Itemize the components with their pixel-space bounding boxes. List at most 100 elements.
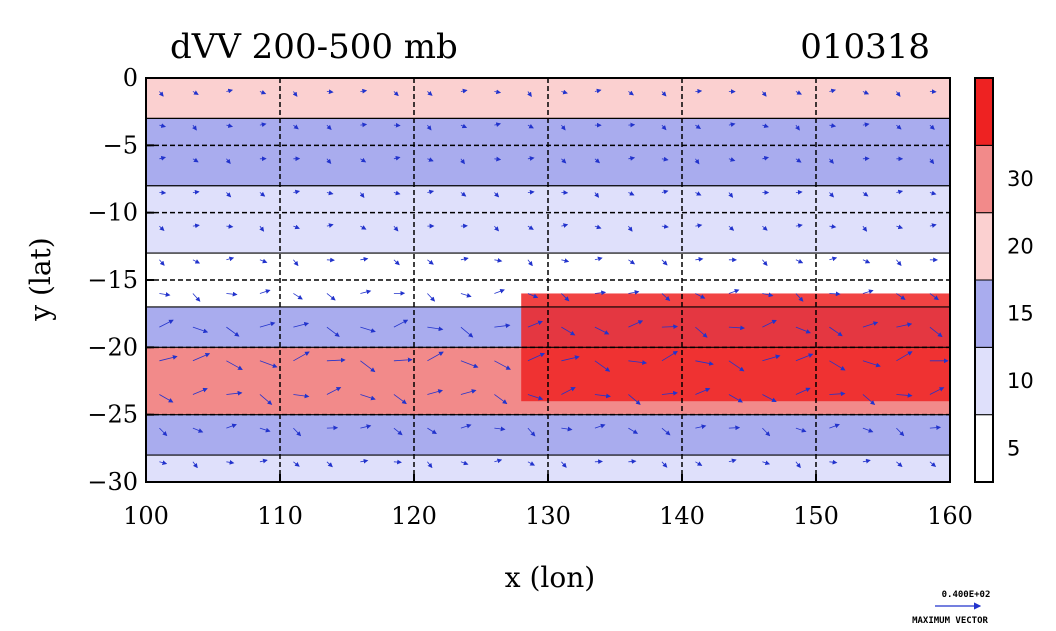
wind-vector-286: [929, 425, 942, 431]
wind-vector-285: [929, 387, 945, 395]
wind-vector-260: [862, 360, 881, 368]
wind-vector-251: [829, 459, 838, 465]
wind-vector-118: [460, 423, 472, 429]
x-tick-label-3: 130: [525, 502, 571, 530]
wind-vector-32: [226, 360, 243, 370]
colorbar: 5 10 15 20 30: [974, 77, 1034, 483]
wind-vector-86: [393, 155, 401, 161]
wind-vector-26: [225, 158, 231, 165]
wind-vector-13: [192, 124, 197, 131]
wind-vector-47: [259, 458, 268, 464]
wind-vector-166: [594, 423, 606, 429]
wind-vector-211: [728, 325, 746, 331]
wind-vector-227: [762, 460, 771, 466]
wind-vector-119: [460, 460, 469, 466]
colorbar-segment-1: [974, 346, 994, 416]
wind-vector-4: [159, 225, 165, 231]
wind-vector-201: [695, 387, 711, 395]
wind-vector-2: [159, 155, 167, 161]
wind-vector-49: [293, 124, 299, 130]
wind-vector-277: [929, 124, 935, 130]
wind-vector-161: [594, 256, 603, 262]
wind-vector-107: [427, 461, 433, 469]
wind-vector-78: [360, 289, 372, 295]
wind-vector-156: [594, 88, 602, 94]
wind-vector-126: [494, 288, 505, 294]
x-tick-label-0: 100: [123, 502, 169, 530]
wind-vector-103: [427, 326, 444, 332]
wind-vector-194: [694, 158, 700, 165]
wind-vector-241: [829, 123, 837, 128]
wind-vector-273: [896, 392, 913, 398]
wind-vector-230: [795, 157, 802, 163]
wind-vector-115: [460, 326, 474, 338]
wind-vector-183: [661, 189, 669, 195]
wind-vector-250: [829, 423, 840, 429]
wind-vector-140: [527, 352, 546, 362]
wind-vector-39: [259, 191, 266, 197]
wind-vector-62: [326, 158, 332, 165]
plot-area: 100 110 120 130 140 150 160 0 −5 −10 −15 −20 −25 −30: [87, 64, 973, 530]
wind-vector-268: [896, 224, 904, 230]
wind-vector-180: [661, 91, 667, 97]
wind-vector-279: [929, 190, 937, 196]
wind-vector-172: [627, 225, 633, 232]
wind-vector-141: [527, 394, 544, 401]
wind-vector-255: [862, 191, 869, 197]
wind-vector-63: [326, 190, 334, 196]
wind-vector-5: [159, 259, 165, 266]
wind-vector-186: [661, 293, 671, 302]
wind-vector-132: [527, 91, 532, 97]
wind-vector-145: [560, 124, 566, 131]
wind-vector-67: [326, 326, 340, 337]
wind-vector-237: [795, 387, 811, 395]
wind-vector-54: [293, 293, 303, 300]
wind-vector-176: [628, 360, 648, 365]
wind-vector-287: [929, 461, 937, 467]
wind-vector-244: [829, 224, 837, 229]
wind-vector-34: [226, 423, 237, 429]
wind-vector-249: [829, 391, 846, 397]
wind-vector-263: [862, 458, 871, 464]
wind-vector-262: [862, 427, 874, 433]
wind-vector-99: [427, 189, 435, 195]
wind-vector-42: [259, 289, 271, 294]
wind-vector-20: [192, 352, 211, 362]
wind-vector-83: [360, 458, 369, 464]
wind-vector-53: [293, 259, 299, 267]
wind-vector-35: [226, 459, 235, 465]
wind-vector-275: [896, 461, 903, 468]
wind-vector-142: [527, 427, 536, 437]
wind-vector-264: [895, 91, 901, 97]
wind-vector-191: [661, 461, 668, 468]
wind-vector-153: [561, 387, 576, 395]
wind-vector-136: [527, 225, 534, 230]
wind-vector-71: [326, 461, 333, 468]
wind-vector-111: [460, 191, 467, 197]
wind-vector-274: [896, 427, 905, 437]
wind-vector-84: [393, 91, 399, 97]
wind-vector-128: [494, 360, 511, 370]
wind-vector-113: [460, 256, 469, 262]
y-axis-label: y (lat): [24, 237, 57, 321]
wind-vector-137: [527, 259, 533, 267]
wind-vector-30: [226, 291, 238, 297]
wind-vector-171: [628, 191, 635, 196]
wind-vector-72: [360, 88, 368, 94]
wind-vector-226: [762, 427, 771, 437]
wind-vector-0: [158, 91, 164, 97]
wind-vector-55: [293, 321, 310, 328]
wind-vector-233: [795, 258, 804, 264]
y-tick-label-5: −25: [87, 401, 138, 429]
wind-vector-239: [795, 461, 801, 469]
wind-vector-231: [795, 189, 803, 195]
vector-key-value: 0.400E+02: [942, 590, 991, 600]
wind-vector-129: [494, 394, 508, 405]
wind-vector-58: [293, 427, 302, 437]
wind-vector-45: [259, 394, 273, 405]
wind-vector-21: [192, 387, 208, 395]
wind-vector-108: [460, 88, 468, 94]
wind-vector-248: [829, 360, 846, 371]
wind-vector-236: [795, 353, 814, 362]
y-tick-label-0: 0: [123, 64, 138, 92]
